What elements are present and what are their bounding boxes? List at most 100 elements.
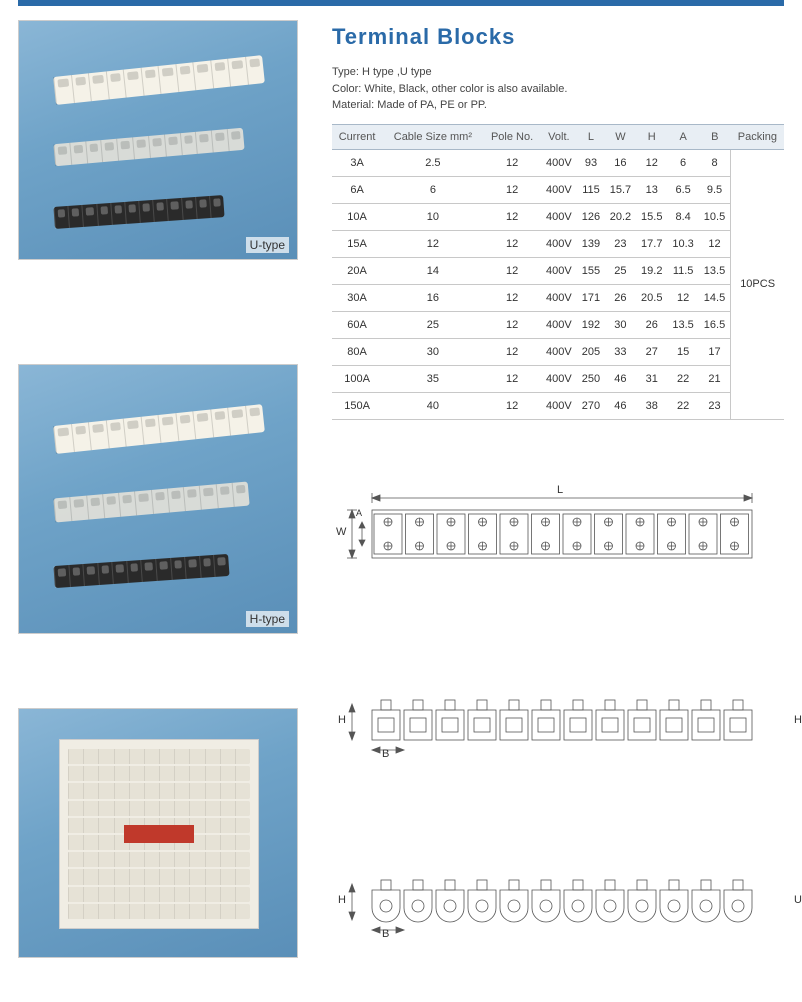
th-current: Current xyxy=(332,124,382,149)
table-cell: 40 xyxy=(382,392,483,419)
table-cell: 192 xyxy=(577,311,605,338)
table-row: 3A2.512400V9316126810PCS xyxy=(332,149,784,176)
table-cell: 150A xyxy=(332,392,382,419)
table-cell: 12 xyxy=(484,284,541,311)
dim-u-H: H xyxy=(338,894,346,906)
table-cell: 139 xyxy=(577,230,605,257)
table-header-row: Current Cable Size mm² Pole No. Volt. L … xyxy=(332,124,784,149)
table-cell: 12 xyxy=(484,176,541,203)
table-cell: 31 xyxy=(636,365,667,392)
table-cell: 15 xyxy=(667,338,698,365)
table-cell: 400V xyxy=(541,203,578,230)
table-cell: 3A xyxy=(332,149,382,176)
table-cell: 17 xyxy=(699,338,731,365)
table-cell: 250 xyxy=(577,365,605,392)
page-title: Terminal Blocks xyxy=(332,24,784,50)
table-cell: 100A xyxy=(332,365,382,392)
table-cell: 27 xyxy=(636,338,667,365)
table-cell: 16.5 xyxy=(699,311,731,338)
table-cell: 8.4 xyxy=(667,203,698,230)
table-row: 100A3512400V25046312221 xyxy=(332,365,784,392)
desc-color-label: Color: xyxy=(332,81,361,98)
table-cell: 26 xyxy=(605,284,636,311)
desc-type-label: Type: xyxy=(332,64,359,81)
table-cell: 10.3 xyxy=(667,230,698,257)
th-b: B xyxy=(699,124,731,149)
photo-u-type: U-type xyxy=(18,20,298,260)
table-cell: 14 xyxy=(382,257,483,284)
table-cell: 23 xyxy=(699,392,731,419)
table-cell: 12 xyxy=(484,392,541,419)
table-row: 80A3012400V20533271517 xyxy=(332,338,784,365)
dim-h-B: B xyxy=(382,748,389,760)
th-pole: Pole No. xyxy=(484,124,541,149)
dim-h-H: H xyxy=(338,714,346,726)
table-cell: 400V xyxy=(541,257,578,284)
table-row: 30A1612400V1712620.51214.5 xyxy=(332,284,784,311)
dim-A: A xyxy=(356,508,362,518)
table-cell: 12 xyxy=(382,230,483,257)
spec-table: Current Cable Size mm² Pole No. Volt. L … xyxy=(332,124,784,420)
table-cell: 10A xyxy=(332,203,382,230)
diagram-top-view: L W A xyxy=(332,490,784,580)
table-cell: 93 xyxy=(577,149,605,176)
desc-material-label: Material: xyxy=(332,97,374,114)
left-column: U-type H-type xyxy=(18,20,318,972)
table-cell: 13.5 xyxy=(667,311,698,338)
table-row: 20A1412400V1552519.211.513.5 xyxy=(332,257,784,284)
table-row: 15A1212400V1392317.710.312 xyxy=(332,230,784,257)
desc-type-value: H type ,U type xyxy=(362,66,432,78)
right-column: Terminal Blocks Type: H type ,U type Col… xyxy=(318,20,784,972)
page-container: U-type H-type xyxy=(0,10,802,1002)
table-cell: 30 xyxy=(382,338,483,365)
table-cell: 6A xyxy=(332,176,382,203)
th-a: A xyxy=(667,124,698,149)
table-cell: 16 xyxy=(605,149,636,176)
table-cell: 171 xyxy=(577,284,605,311)
table-cell: 30A xyxy=(332,284,382,311)
th-volt: Volt. xyxy=(541,124,578,149)
table-cell: 80A xyxy=(332,338,382,365)
table-cell: 12 xyxy=(484,203,541,230)
description-block: Type: H type ,U type Color: White, Black… xyxy=(332,64,784,114)
table-cell: 22 xyxy=(667,392,698,419)
dim-u-B: B xyxy=(382,928,389,940)
table-cell: 400V xyxy=(541,176,578,203)
table-cell: 12 xyxy=(484,230,541,257)
table-cell: 35 xyxy=(382,365,483,392)
table-row: 10A1012400V12620.215.58.410.5 xyxy=(332,203,784,230)
table-cell: 23 xyxy=(605,230,636,257)
table-cell: 46 xyxy=(605,365,636,392)
top-accent-bar xyxy=(18,0,784,6)
photo-label-u: U-type xyxy=(246,237,289,253)
table-packing-cell: 10PCS xyxy=(731,149,784,419)
th-l: L xyxy=(577,124,605,149)
table-cell: 60A xyxy=(332,311,382,338)
desc-color-value: White, Black, other color is also availa… xyxy=(364,83,567,95)
th-packing: Packing xyxy=(731,124,784,149)
table-cell: 400V xyxy=(541,365,578,392)
table-cell: 16 xyxy=(382,284,483,311)
table-cell: 115 xyxy=(577,176,605,203)
table-cell: 25 xyxy=(382,311,483,338)
table-cell: 12 xyxy=(484,311,541,338)
table-cell: 155 xyxy=(577,257,605,284)
diagram-u-side: H B U xyxy=(332,870,784,940)
table-cell: 6.5 xyxy=(667,176,698,203)
table-cell: 400V xyxy=(541,392,578,419)
table-row: 6A612400V11515.7136.59.5 xyxy=(332,176,784,203)
table-cell: 10 xyxy=(382,203,483,230)
diagram-h-side: H B H xyxy=(332,690,784,760)
table-cell: 26 xyxy=(636,311,667,338)
table-cell: 22 xyxy=(667,365,698,392)
table-cell: 270 xyxy=(577,392,605,419)
table-cell: 17.7 xyxy=(636,230,667,257)
diagram-u-label: U xyxy=(794,894,802,906)
table-cell: 15.7 xyxy=(605,176,636,203)
table-cell: 205 xyxy=(577,338,605,365)
photo-label-h: H-type xyxy=(246,611,289,627)
table-cell: 13 xyxy=(636,176,667,203)
table-cell: 400V xyxy=(541,149,578,176)
table-cell: 6 xyxy=(382,176,483,203)
table-cell: 12 xyxy=(484,338,541,365)
